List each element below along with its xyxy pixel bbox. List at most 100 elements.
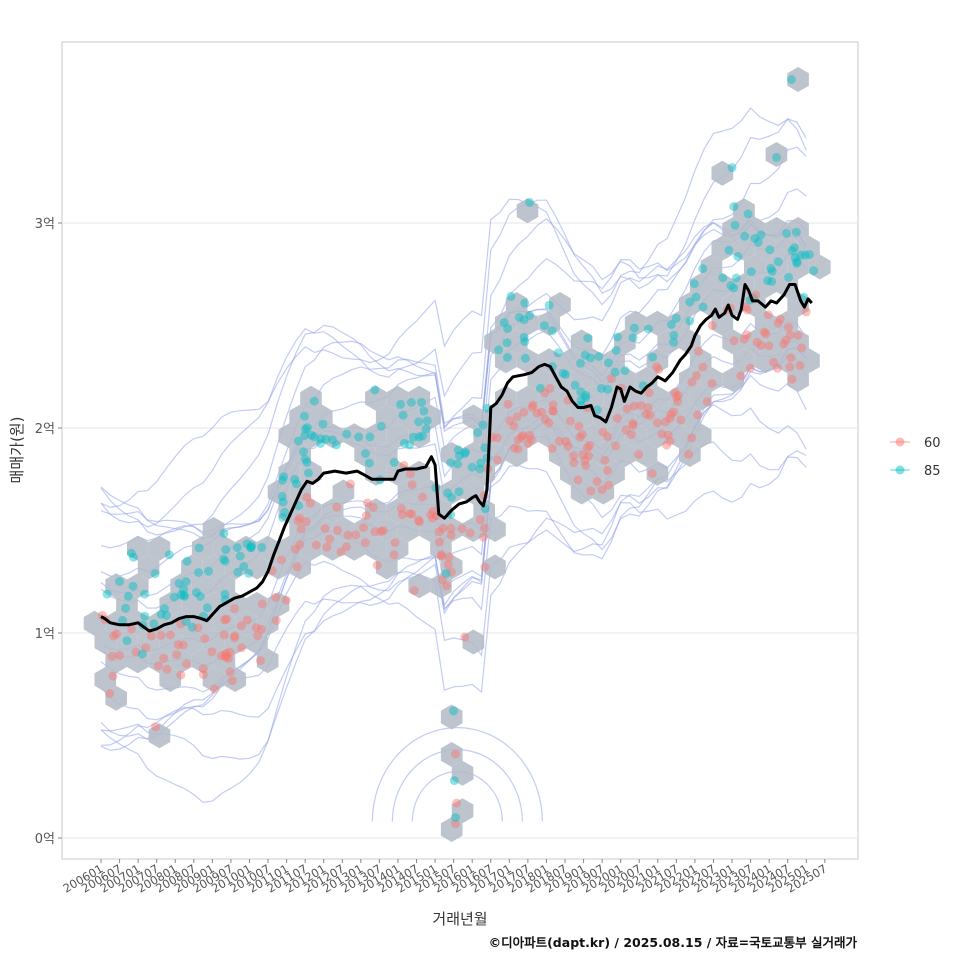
hexbin-cell: [159, 592, 182, 617]
point-85: [302, 457, 312, 467]
point-85: [396, 399, 406, 409]
hexbin-cell: [440, 479, 463, 505]
hexbin-cell: [300, 385, 322, 411]
point-85: [689, 279, 699, 289]
legend-label-85: 85: [924, 464, 941, 479]
point-85: [506, 291, 516, 301]
hexbin-cell: [116, 629, 138, 655]
point-60: [242, 615, 252, 625]
point-60: [447, 567, 456, 577]
point-85: [594, 352, 604, 361]
point-60: [512, 412, 522, 422]
point-60: [229, 604, 239, 614]
hexbin-cell: [365, 423, 387, 449]
point-60: [569, 458, 579, 468]
point-85: [613, 332, 622, 342]
point-85: [724, 245, 734, 255]
point-85: [309, 432, 319, 442]
hexbin-cell: [765, 329, 788, 355]
hexbin-cell: [375, 442, 398, 467]
point-85: [242, 539, 252, 549]
point-60: [565, 416, 575, 426]
point-60: [652, 418, 662, 428]
point-60: [764, 341, 774, 351]
hexbin-cell: [473, 498, 495, 524]
point-60: [509, 421, 519, 431]
point-60: [532, 408, 542, 418]
hexbin-cell: [765, 217, 788, 242]
hexbin-cell: [592, 442, 615, 467]
point-60: [376, 527, 386, 536]
point-60: [127, 624, 137, 634]
hexbin-cell: [505, 292, 528, 317]
point-60: [795, 361, 805, 370]
hexbin-cell: [744, 329, 766, 355]
point-60: [236, 621, 246, 631]
point-60: [457, 524, 467, 534]
point-60: [629, 401, 639, 411]
point-85: [767, 266, 777, 276]
hexbin-cell: [516, 348, 539, 374]
hexbin-cell: [635, 367, 658, 392]
hexbin-cell: [397, 517, 420, 542]
point-60: [305, 498, 315, 508]
hexbin-cell: [798, 348, 820, 374]
point-85: [753, 237, 763, 247]
point-85: [460, 449, 470, 458]
point-60: [141, 643, 151, 653]
point-85: [620, 366, 630, 376]
point-60: [225, 647, 235, 657]
hexbin-cell: [408, 423, 431, 449]
point-60: [513, 444, 523, 454]
point-60: [603, 466, 612, 475]
hexbin-cell: [635, 404, 658, 430]
point-60: [644, 388, 654, 398]
point-85: [316, 434, 326, 444]
point-60: [111, 629, 121, 639]
point-85: [102, 589, 112, 599]
point-85: [278, 497, 288, 507]
point-60: [405, 509, 415, 519]
hexbin-cell: [246, 629, 268, 655]
point-85: [398, 410, 408, 420]
hexbin-cell: [560, 423, 582, 449]
hexbin-cell: [213, 535, 236, 561]
point-60: [527, 402, 537, 412]
point-85: [219, 554, 229, 564]
point-60: [359, 523, 368, 533]
point-60: [452, 798, 462, 808]
hexbin-cell: [137, 554, 160, 580]
point-85: [733, 252, 743, 261]
point-85: [306, 430, 316, 440]
hexbin-cell: [386, 385, 409, 411]
hexbin-cell: [397, 404, 420, 430]
point-60: [200, 634, 210, 643]
hexbin-cell: [754, 348, 777, 374]
hexbin-cell: [722, 217, 744, 242]
point-60: [574, 421, 584, 431]
hexbin-cell: [689, 385, 712, 411]
hexbin-cell: [646, 348, 669, 374]
hexbin-cell: [592, 367, 615, 392]
point-60: [227, 676, 237, 686]
point-60: [665, 414, 675, 423]
hexbin-cell: [170, 573, 192, 599]
hexbin-layer: [83, 67, 831, 842]
point-60: [370, 527, 380, 537]
point-85: [581, 390, 591, 400]
point-60: [781, 335, 791, 345]
hexbin-cell: [808, 254, 831, 280]
hexbin-cell: [538, 310, 560, 336]
point-60: [368, 502, 378, 512]
point-85: [629, 323, 639, 333]
point-60: [517, 432, 527, 442]
point-85: [499, 318, 509, 328]
hexbin-cell: [538, 348, 560, 374]
y-tick-label: 0억: [35, 832, 55, 847]
hexbin-cell: [83, 610, 106, 636]
point-85: [278, 475, 288, 485]
point-60: [342, 542, 352, 552]
contour-line: [100, 450, 807, 804]
hexbin-cell: [646, 310, 669, 336]
hexbin-cell: [679, 292, 701, 317]
